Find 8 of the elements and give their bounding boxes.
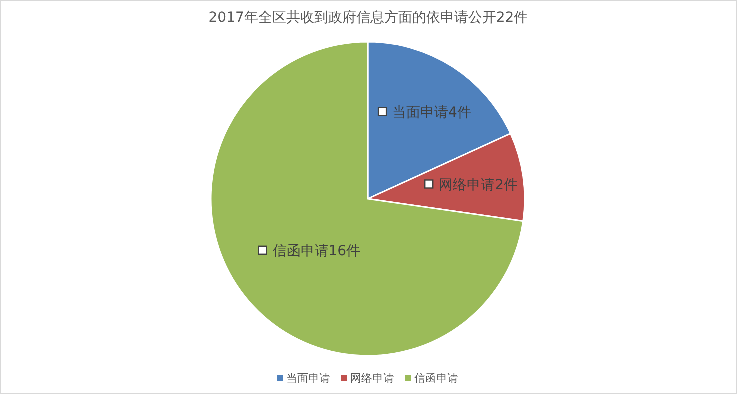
data-label: 信函申请16件 [272, 243, 361, 260]
legend-label: 信函申请 [414, 372, 458, 385]
data-label: 网络申请2件 [439, 177, 518, 194]
pie-slice [210, 41, 524, 357]
legend-label: 当面申请 [286, 372, 330, 385]
chart-title: 2017年全区共收到政府信息方面的依申请公开22件 [208, 10, 528, 26]
data-label: 当面申请4件 [392, 104, 472, 121]
legend-label: 网络申请 [350, 372, 394, 385]
